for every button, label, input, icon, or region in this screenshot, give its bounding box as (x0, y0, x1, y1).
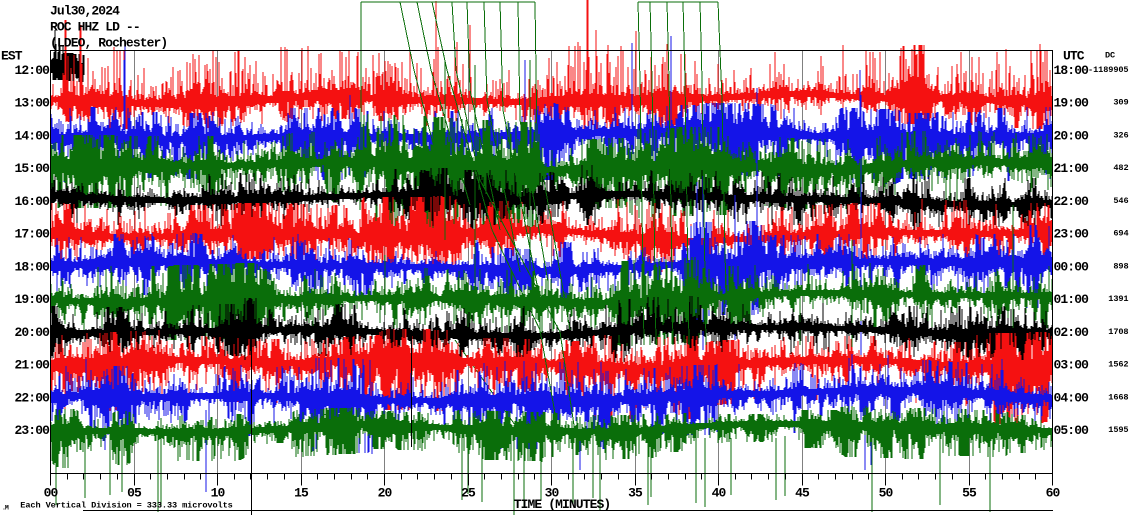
svg-text:13:00: 13:00 (14, 96, 50, 111)
svg-text:ROC HHZ LD --: ROC HHZ LD -- (50, 20, 140, 35)
svg-text:309: 309 (1113, 98, 1128, 108)
svg-text:18:00: 18:00 (14, 259, 50, 274)
svg-text:.M: .M (2, 505, 9, 512)
svg-text:30: 30 (545, 486, 560, 501)
svg-text:16:00: 16:00 (14, 194, 50, 209)
svg-text:482: 482 (1113, 163, 1128, 173)
svg-text:1668: 1668 (1108, 392, 1128, 402)
svg-text:60: 60 (1046, 486, 1061, 501)
svg-text:23:00: 23:00 (1054, 227, 1090, 242)
svg-text:TIME (MINUTES): TIME (MINUTES) (514, 497, 611, 512)
svg-text:EST: EST (1, 49, 23, 64)
svg-text:22:00: 22:00 (1054, 194, 1090, 209)
svg-text:02:00: 02:00 (1054, 325, 1090, 340)
svg-text:23:00: 23:00 (14, 423, 50, 438)
svg-text:14:00: 14:00 (14, 128, 50, 143)
svg-text:40: 40 (712, 486, 727, 501)
svg-text:20: 20 (378, 486, 393, 501)
svg-text:00: 00 (44, 486, 59, 501)
svg-text:1391: 1391 (1108, 294, 1128, 304)
svg-text:50: 50 (879, 486, 894, 501)
svg-text:55: 55 (962, 486, 977, 501)
svg-text:15:00: 15:00 (14, 161, 50, 176)
svg-text:1708: 1708 (1108, 327, 1128, 337)
svg-text:-1189905: -1189905 (1088, 65, 1128, 75)
svg-text:Jul30,2024: Jul30,2024 (50, 4, 120, 19)
svg-text:546: 546 (1113, 196, 1128, 206)
svg-text:1562: 1562 (1108, 360, 1128, 370)
svg-text:DC: DC (1105, 51, 1115, 61)
svg-text:19:00: 19:00 (14, 292, 50, 307)
svg-text:01:00: 01:00 (1054, 292, 1090, 307)
svg-text:05: 05 (127, 486, 142, 501)
svg-text:04:00: 04:00 (1054, 390, 1090, 405)
svg-text:20:00: 20:00 (1054, 128, 1090, 143)
svg-text:35: 35 (628, 486, 643, 501)
svg-text:25: 25 (461, 486, 476, 501)
svg-text:20:00: 20:00 (14, 325, 50, 340)
svg-text:05:00: 05:00 (1054, 423, 1090, 438)
svg-text:21:00: 21:00 (14, 358, 50, 373)
svg-text:12:00: 12:00 (14, 63, 50, 78)
svg-text:17:00: 17:00 (14, 227, 50, 242)
svg-text:15: 15 (294, 486, 309, 501)
svg-text:19:00: 19:00 (1054, 96, 1090, 111)
svg-text:10: 10 (211, 486, 226, 501)
svg-text:1595: 1595 (1108, 425, 1128, 435)
svg-text:18:00: 18:00 (1054, 63, 1090, 78)
svg-text:694: 694 (1113, 229, 1128, 239)
svg-text:22:00: 22:00 (14, 390, 50, 405)
svg-text:Each Vertical Division = 333.: Each Vertical Division = 333.33 microvol… (20, 501, 232, 511)
svg-text:(LDEO, Rochester): (LDEO, Rochester) (50, 36, 167, 51)
svg-text:UTC: UTC (1063, 49, 1085, 64)
svg-text:00:00: 00:00 (1054, 259, 1090, 274)
svg-text:03:00: 03:00 (1054, 358, 1090, 373)
svg-text:898: 898 (1113, 261, 1128, 271)
svg-text:326: 326 (1113, 130, 1128, 140)
svg-text:45: 45 (795, 486, 810, 501)
svg-text:21:00: 21:00 (1054, 161, 1090, 176)
